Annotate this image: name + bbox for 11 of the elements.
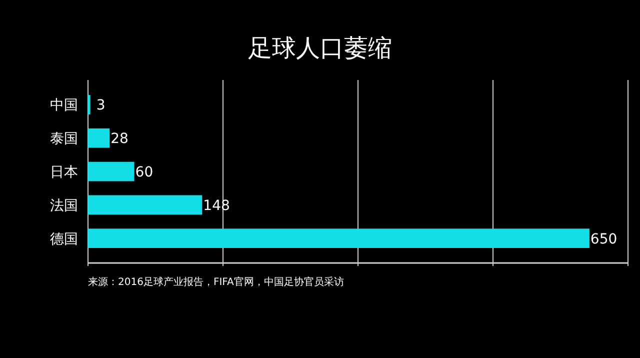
- chart-title: 足球人口萎缩: [248, 34, 392, 62]
- source-note: 来源：2016足球产业报告，FIFA官网，中国足协官员采访: [88, 276, 344, 288]
- y-tick-label: 法国: [50, 198, 78, 214]
- y-tick-label: 德国: [50, 231, 78, 248]
- data-label: 650: [590, 231, 618, 248]
- data-label: 60: [135, 164, 154, 180]
- data-label: 28: [110, 131, 128, 148]
- y-tick-label: 日本: [50, 164, 78, 180]
- y-tick-label: 泰国: [50, 131, 78, 148]
- y-tick-label: 中国: [50, 98, 78, 114]
- data-label: 3: [96, 98, 106, 114]
